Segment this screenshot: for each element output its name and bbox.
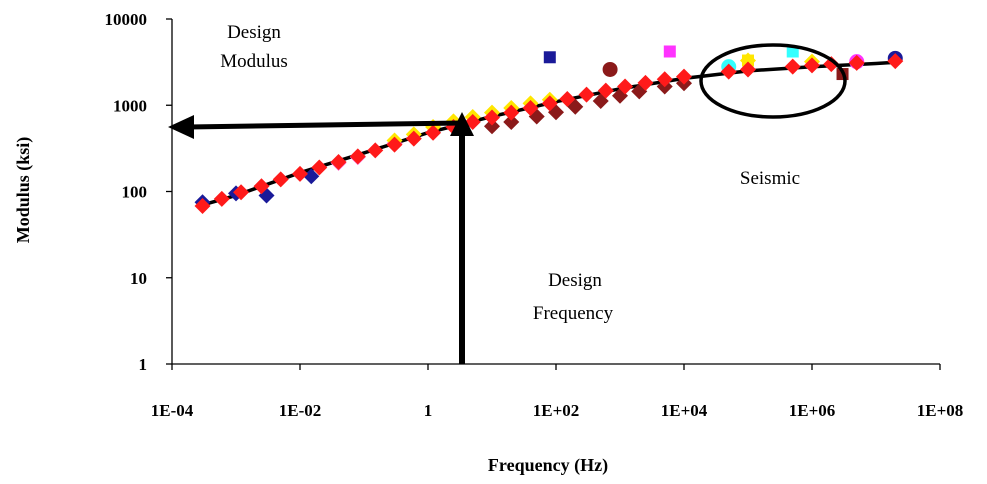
y-tick-label: 100 [122,183,148,202]
data-point-diamond [311,159,328,176]
x-tick-label: 1E+04 [661,401,708,420]
data-point-diamond [720,63,737,80]
data-point-diamond [804,57,820,74]
data-point-diamond [637,74,654,91]
y-tick-label: 10000 [105,10,148,29]
data-point-diamond [253,178,270,195]
data-point-circle [602,61,618,77]
data-point-diamond [349,148,366,165]
y-axis-title: Modulus (ksi) [13,137,34,244]
data-point-diamond [233,184,250,201]
data-point-diamond [676,68,692,85]
data-point-diamond [484,118,500,135]
design-frequency-arrowhead [450,112,474,136]
data-point-diamond [503,113,520,130]
x-tick-label: 1E+08 [917,401,964,420]
y-tick-label: 1000 [113,96,147,115]
design-modulus-label-line1: Design [227,22,281,43]
data-point-diamond [740,61,756,78]
data-point-diamond [386,136,403,153]
seismic-label: Seismic [740,168,800,189]
x-axis-title: Frequency (Hz) [488,455,608,476]
data-point-diamond [484,109,500,126]
data-point-diamond [541,95,558,112]
data-point-square [663,45,676,58]
x-tick-label: 1E-04 [151,401,194,420]
ticks: 1E-04 1E-02 1 1E+02 1E+04 1E+06 1E+08 1 10 100 100… [105,10,964,420]
data-points [194,45,904,214]
data-point-diamond [597,82,614,99]
data-point-diamond [848,54,865,71]
y-tick-label: 10 [130,269,147,288]
data-point-square [543,51,556,64]
y-tick-label: 1 [139,355,148,374]
seismic-region-ellipse [699,43,847,119]
data-point-diamond [578,86,595,103]
design-frequency-label-line2: Frequency [533,303,614,324]
data-point-diamond [405,130,422,147]
data-point-diamond [559,91,576,108]
data-point-square [742,54,754,67]
data-point-diamond [272,171,289,188]
x-tick-label: 1 [424,401,433,420]
data-point-diamond [303,168,320,185]
x-tick-label: 1E+02 [533,401,580,420]
data-point-diamond [617,78,634,95]
data-point-diamond [330,153,347,170]
data-point-diamond [887,53,904,70]
data-point-diamond [194,197,211,214]
data-point-diamond [292,165,308,182]
data-point-diamond [503,104,520,121]
x-tick-label: 1E-02 [279,401,322,420]
design-modulus-arrowhead [168,115,194,139]
design-frequency-label-line1: Design [548,270,602,291]
overlays [168,43,847,364]
design-modulus-arrow [187,120,463,130]
data-point-diamond [367,142,384,159]
data-point-diamond [425,124,442,141]
design-modulus-label-line2: Modulus [220,51,288,72]
data-point-diamond [213,190,230,207]
data-point-diamond [522,99,539,116]
x-tick-label: 1E+06 [789,401,836,420]
data-point-diamond [784,58,801,75]
data-point-diamond [656,71,673,88]
annotations: Design Modulus Design Frequency Seismic [220,22,800,324]
data-point-diamond [823,56,840,73]
